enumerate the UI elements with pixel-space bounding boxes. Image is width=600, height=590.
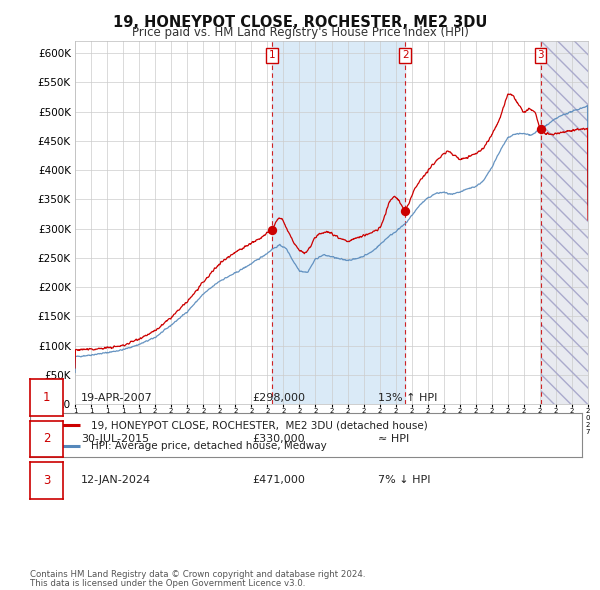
Text: £330,000: £330,000 bbox=[252, 434, 305, 444]
Text: 19, HONEYPOT CLOSE, ROCHESTER,  ME2 3DU (detached house): 19, HONEYPOT CLOSE, ROCHESTER, ME2 3DU (… bbox=[91, 421, 427, 430]
Text: £298,000: £298,000 bbox=[252, 393, 305, 402]
Text: 1: 1 bbox=[269, 50, 275, 60]
Point bbox=[400, 206, 410, 216]
Text: 2: 2 bbox=[43, 432, 50, 445]
Text: 19-APR-2007: 19-APR-2007 bbox=[81, 393, 153, 402]
Text: 30-JUL-2015: 30-JUL-2015 bbox=[81, 434, 149, 444]
Bar bbox=[541, 41, 588, 404]
Bar bbox=[541, 41, 588, 404]
Text: Price paid vs. HM Land Registry's House Price Index (HPI): Price paid vs. HM Land Registry's House … bbox=[131, 26, 469, 39]
Text: 7% ↓ HPI: 7% ↓ HPI bbox=[378, 476, 431, 485]
Bar bbox=[272, 41, 405, 404]
Text: 12-JAN-2024: 12-JAN-2024 bbox=[81, 476, 151, 485]
Text: 2: 2 bbox=[402, 50, 409, 60]
Text: 3: 3 bbox=[43, 474, 50, 487]
Text: Contains HM Land Registry data © Crown copyright and database right 2024.: Contains HM Land Registry data © Crown c… bbox=[30, 571, 365, 579]
Text: 13% ↑ HPI: 13% ↑ HPI bbox=[378, 393, 437, 402]
Point bbox=[536, 124, 545, 133]
Text: 3: 3 bbox=[537, 50, 544, 60]
Point bbox=[268, 225, 277, 234]
Text: 1: 1 bbox=[43, 391, 50, 404]
Text: £471,000: £471,000 bbox=[252, 476, 305, 485]
Text: ≈ HPI: ≈ HPI bbox=[378, 434, 409, 444]
Text: 19, HONEYPOT CLOSE, ROCHESTER, ME2 3DU: 19, HONEYPOT CLOSE, ROCHESTER, ME2 3DU bbox=[113, 15, 487, 30]
Text: HPI: Average price, detached house, Medway: HPI: Average price, detached house, Medw… bbox=[91, 441, 326, 451]
Text: This data is licensed under the Open Government Licence v3.0.: This data is licensed under the Open Gov… bbox=[30, 579, 305, 588]
